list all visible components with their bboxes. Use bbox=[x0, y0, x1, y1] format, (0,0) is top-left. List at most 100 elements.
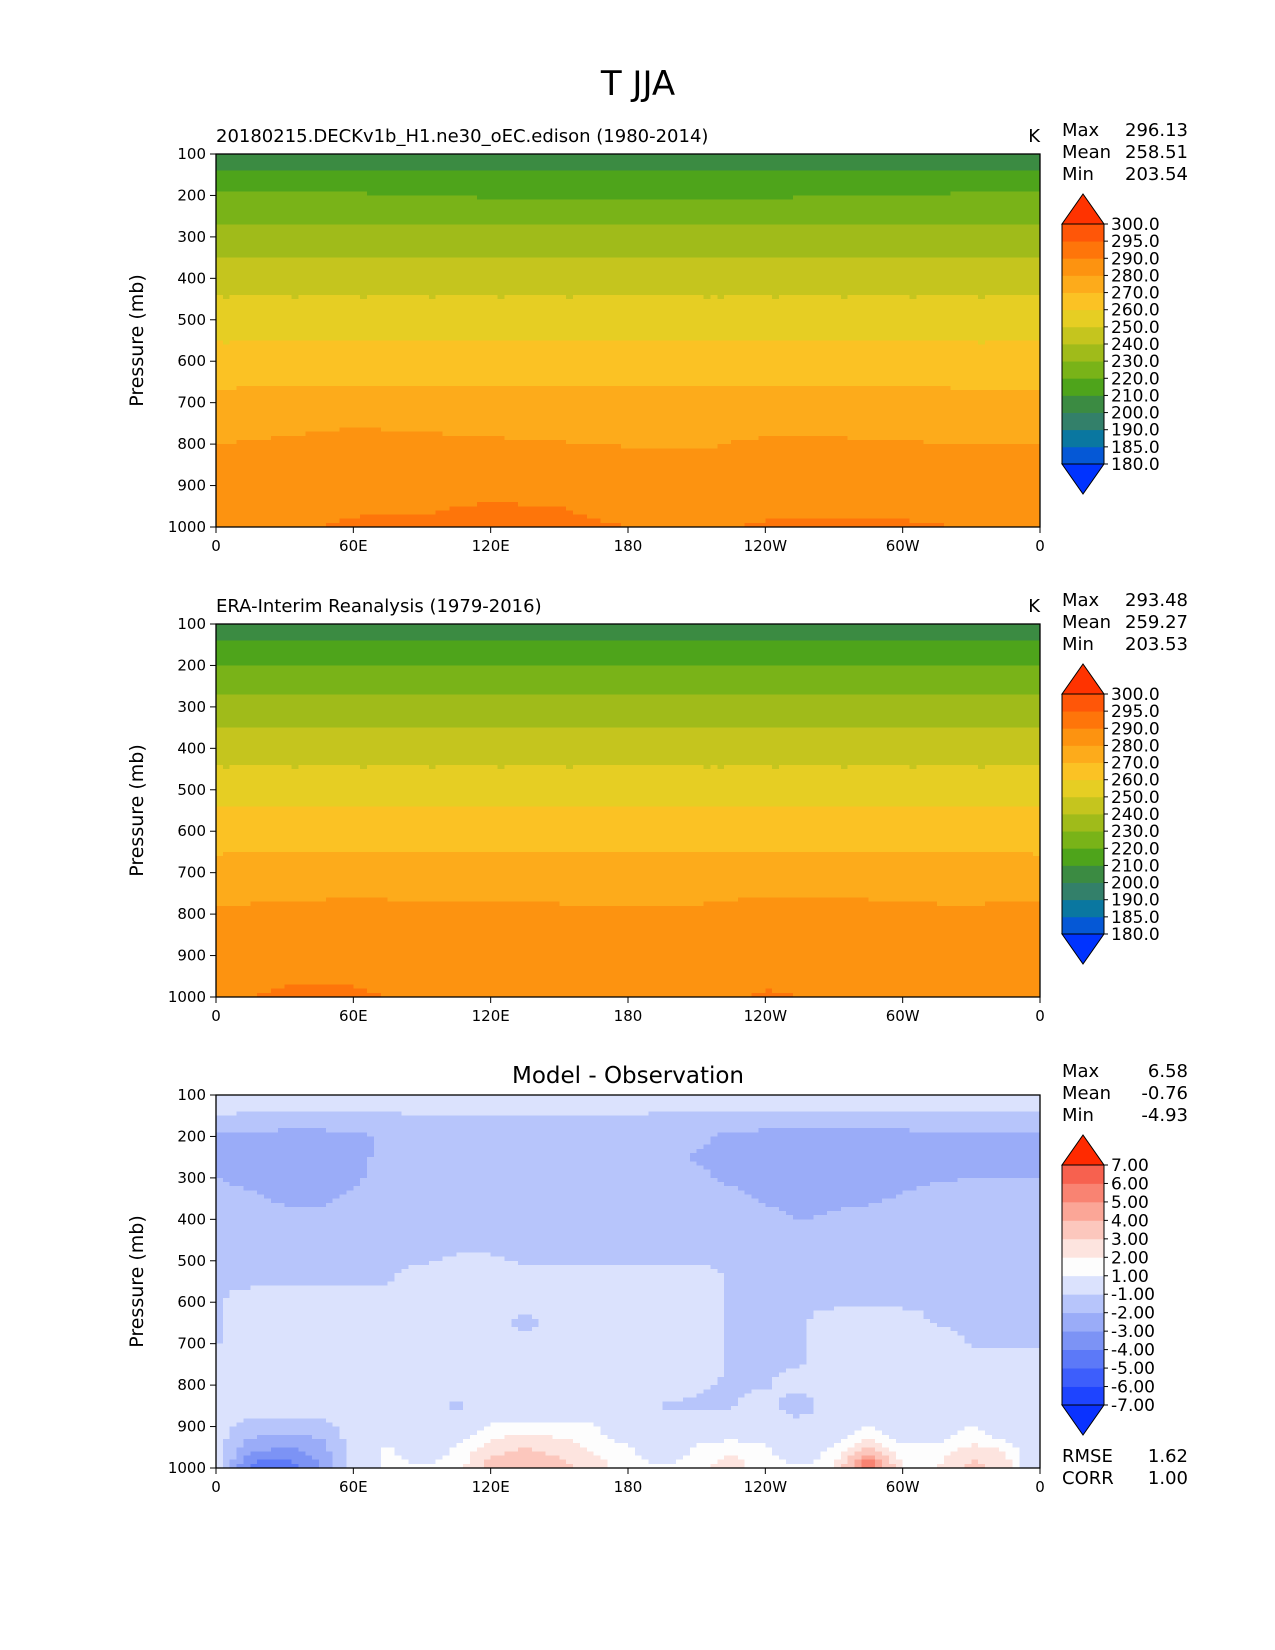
field-cell bbox=[216, 698, 1041, 704]
field-cell bbox=[216, 1211, 787, 1216]
field-cell bbox=[1005, 1438, 1041, 1444]
field-cell bbox=[216, 818, 1041, 824]
field-cell bbox=[222, 1339, 725, 1345]
field-cell bbox=[216, 1153, 375, 1158]
field-cell bbox=[923, 1314, 1041, 1320]
field-cell bbox=[882, 1451, 897, 1457]
colorbar-label: 295.0 bbox=[1111, 232, 1160, 252]
field-cell bbox=[882, 1443, 972, 1448]
field-cell bbox=[216, 419, 1041, 424]
field-cell bbox=[229, 1459, 245, 1465]
field-cell bbox=[710, 1463, 746, 1469]
field-cell bbox=[216, 748, 1041, 754]
field-cell bbox=[806, 1360, 1041, 1365]
field-cell bbox=[360, 514, 588, 520]
field-cell bbox=[538, 1318, 725, 1324]
field-cell bbox=[216, 518, 341, 524]
panel-observation: 0 60E 120E 180 120W 60W 0 100 200 300 400 500 600 700… bbox=[126, 590, 1188, 1025]
field-cell bbox=[380, 1447, 396, 1453]
field-cell bbox=[470, 1459, 485, 1465]
field-cell bbox=[216, 864, 1041, 870]
field-cell bbox=[600, 1426, 863, 1432]
field-cell bbox=[531, 1314, 725, 1320]
field-cell bbox=[923, 439, 1041, 445]
colorbar: -7.00-6.00-5.00-4.00-3.00-2.00-1.001.002… bbox=[1061, 1134, 1155, 1436]
field-cell bbox=[861, 1426, 876, 1432]
colorbar-segment bbox=[1062, 694, 1104, 712]
field-cell bbox=[573, 510, 1041, 516]
field-cells bbox=[216, 1095, 1041, 1469]
y-tick-label: 800 bbox=[177, 1376, 206, 1394]
field-cell bbox=[573, 294, 705, 300]
field-cell bbox=[779, 1372, 1041, 1378]
field-cell bbox=[724, 1314, 814, 1320]
field-cell bbox=[367, 1157, 691, 1162]
field-cell bbox=[216, 657, 1041, 662]
colorbar-label: 300.0 bbox=[1111, 215, 1160, 235]
x-tick-label: 180 bbox=[614, 537, 643, 555]
colorbar-label: 210.0 bbox=[1111, 856, 1160, 876]
field-cell bbox=[284, 1202, 327, 1208]
field-cell bbox=[971, 1443, 979, 1448]
field-cell bbox=[978, 294, 986, 300]
field-cell bbox=[216, 1219, 1041, 1225]
field-cell bbox=[703, 294, 711, 300]
field-cell bbox=[490, 1252, 1041, 1258]
field-cell bbox=[497, 764, 505, 770]
field-cell bbox=[511, 1322, 540, 1328]
field-cell bbox=[978, 340, 986, 346]
field-cell bbox=[566, 506, 1041, 512]
field-cell bbox=[518, 1314, 533, 1320]
field-cell bbox=[792, 1414, 801, 1419]
field-cell bbox=[470, 1455, 492, 1461]
field-cell bbox=[463, 1438, 492, 1444]
x-tick-label: 120E bbox=[472, 537, 510, 555]
field-cell bbox=[216, 344, 1041, 350]
y-tick-label: 300 bbox=[177, 698, 206, 716]
field-cell bbox=[840, 1451, 856, 1457]
field-cell bbox=[449, 1451, 471, 1457]
field-cell bbox=[216, 847, 1041, 853]
field-cell bbox=[724, 1343, 808, 1349]
field-cell bbox=[216, 876, 1041, 882]
field-cell bbox=[216, 282, 1041, 288]
field-cell bbox=[380, 1463, 464, 1469]
field-cell bbox=[216, 934, 1041, 940]
field-cell bbox=[703, 1144, 1041, 1150]
field-cell bbox=[806, 1335, 966, 1341]
field-cell bbox=[216, 1463, 224, 1469]
field-cell bbox=[367, 1173, 711, 1179]
colorbar-segment bbox=[1062, 292, 1104, 311]
y-tick-label: 400 bbox=[177, 269, 206, 287]
field-cell bbox=[216, 357, 1041, 362]
stat-value-max: 6.58 bbox=[1148, 1061, 1188, 1082]
field-cell bbox=[957, 1447, 1000, 1453]
field-cell bbox=[216, 394, 1041, 400]
field-cell bbox=[470, 1434, 505, 1440]
field-cell bbox=[216, 456, 1041, 462]
field-cell bbox=[950, 386, 1041, 391]
field-cell bbox=[257, 1459, 293, 1465]
field-cell bbox=[216, 1418, 245, 1424]
field-cell bbox=[449, 506, 567, 512]
field-cell bbox=[216, 1434, 231, 1440]
field-cell bbox=[216, 1202, 286, 1208]
field-cell bbox=[216, 348, 1041, 354]
field-cell bbox=[380, 1455, 402, 1461]
field-cell bbox=[346, 1438, 464, 1444]
field-cell bbox=[222, 1177, 361, 1183]
field-cell bbox=[250, 1451, 306, 1457]
field-cell bbox=[216, 220, 1041, 226]
field-cell bbox=[737, 1397, 780, 1403]
field-cell bbox=[724, 1298, 1041, 1303]
field-cell bbox=[339, 1194, 753, 1200]
colorbar-label: -4.00 bbox=[1111, 1341, 1155, 1361]
field-cell bbox=[216, 918, 1041, 923]
field-cell bbox=[806, 1331, 959, 1336]
field-cell bbox=[751, 1389, 1041, 1394]
field-cell bbox=[243, 1455, 313, 1461]
field-cell bbox=[216, 1227, 1041, 1233]
field-cell bbox=[1019, 1455, 1041, 1461]
stat-value-mean: 258.51 bbox=[1125, 142, 1188, 163]
